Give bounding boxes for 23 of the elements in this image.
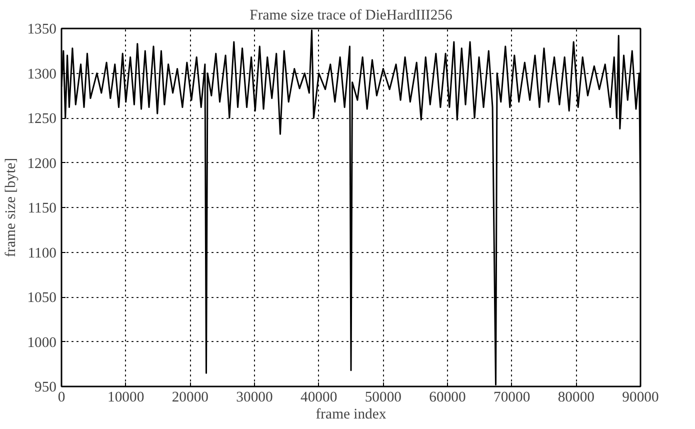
y-tick-label: 1250 [27, 111, 56, 127]
x-tick-label: 20000 [172, 390, 208, 406]
y-tick-label: 1150 [28, 200, 57, 216]
x-tick-label: 80000 [558, 390, 594, 406]
x-tick-label: 70000 [494, 390, 530, 406]
chart-title: Frame size trace of DieHardIII256 [250, 8, 452, 24]
x-axis-title: frame index [316, 406, 387, 422]
y-tick-label: 1100 [28, 245, 57, 262]
line-series [62, 30, 640, 386]
x-tick-label: 10000 [108, 390, 144, 406]
y-tick-label: 1200 [27, 156, 56, 172]
y-axis-title: frame size [byte] [3, 158, 20, 258]
x-tick-label: 60000 [429, 390, 466, 406]
x-tick-label: 90000 [622, 390, 659, 406]
y-tick-label: 1000 [27, 334, 56, 351]
y-tick-label: 1050 [27, 290, 56, 306]
y-tick-label: 950 [34, 380, 56, 396]
x-tick-label: 40000 [300, 390, 338, 406]
x-tick-label: 0 [58, 390, 66, 406]
x-tick-label: 50000 [364, 390, 402, 406]
y-tick-label: 1300 [27, 66, 56, 82]
y-tick-label: 1350 [27, 22, 56, 38]
x-tick-label: 30000 [236, 390, 273, 406]
